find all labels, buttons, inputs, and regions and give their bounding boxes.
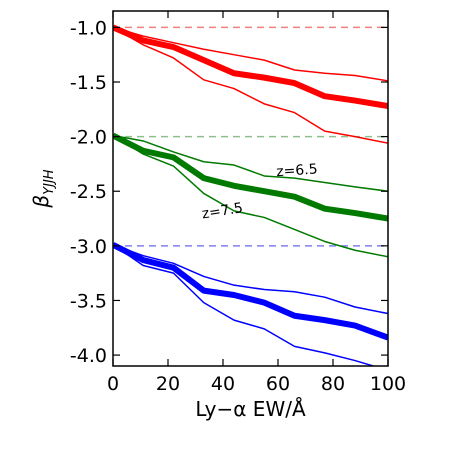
- y-tick-label: -2.0: [70, 127, 107, 149]
- x-axis-ticks: 0 20 40 60 80 100: [107, 11, 406, 395]
- y-tick-label: -1.0: [70, 17, 107, 39]
- x-tick-label: 40: [211, 373, 235, 395]
- plot-frame: [112, 10, 389, 367]
- y-tick-label: -1.5: [70, 72, 107, 94]
- series-line-3: [113, 132, 388, 222]
- x-tick-label: 60: [266, 373, 290, 395]
- x-tick-label: 0: [107, 373, 119, 395]
- x-tick-label: 80: [321, 373, 345, 395]
- annotation-label: z=7.5: [201, 200, 244, 222]
- series-line-5: [113, 134, 388, 258]
- y-axis-label-main: β: [29, 195, 53, 209]
- series-line-7: [113, 244, 388, 315]
- x-tick-label: 20: [156, 373, 180, 395]
- y-tick-label: -3.5: [70, 290, 107, 312]
- annotations: z=6.5 z=7.5: [201, 161, 318, 222]
- series-line-4: [113, 134, 388, 192]
- annotation-label: z=6.5: [276, 161, 318, 180]
- series-line-1: [113, 26, 388, 82]
- y-axis-label-sub: YJJH: [42, 169, 57, 195]
- x-axis-label: Ly−α EW/Å: [195, 397, 306, 421]
- y-tick-label: -3.0: [70, 236, 107, 258]
- series-line-2: [113, 26, 388, 144]
- y-tick-label: -2.5: [70, 181, 107, 203]
- y-tick-label: -4.0: [70, 345, 107, 367]
- series-line-0: [113, 24, 388, 109]
- y-axis-label: βYJJH: [29, 169, 57, 208]
- x-tick-label: 100: [370, 373, 406, 395]
- series-line-8: [113, 244, 376, 366]
- y-axis-ticks: -1.0 -1.5 -2.0 -2.5 -3.0 -3.5 -4.0: [70, 17, 388, 367]
- series-lines: [113, 24, 388, 366]
- series-line-6: [113, 242, 388, 341]
